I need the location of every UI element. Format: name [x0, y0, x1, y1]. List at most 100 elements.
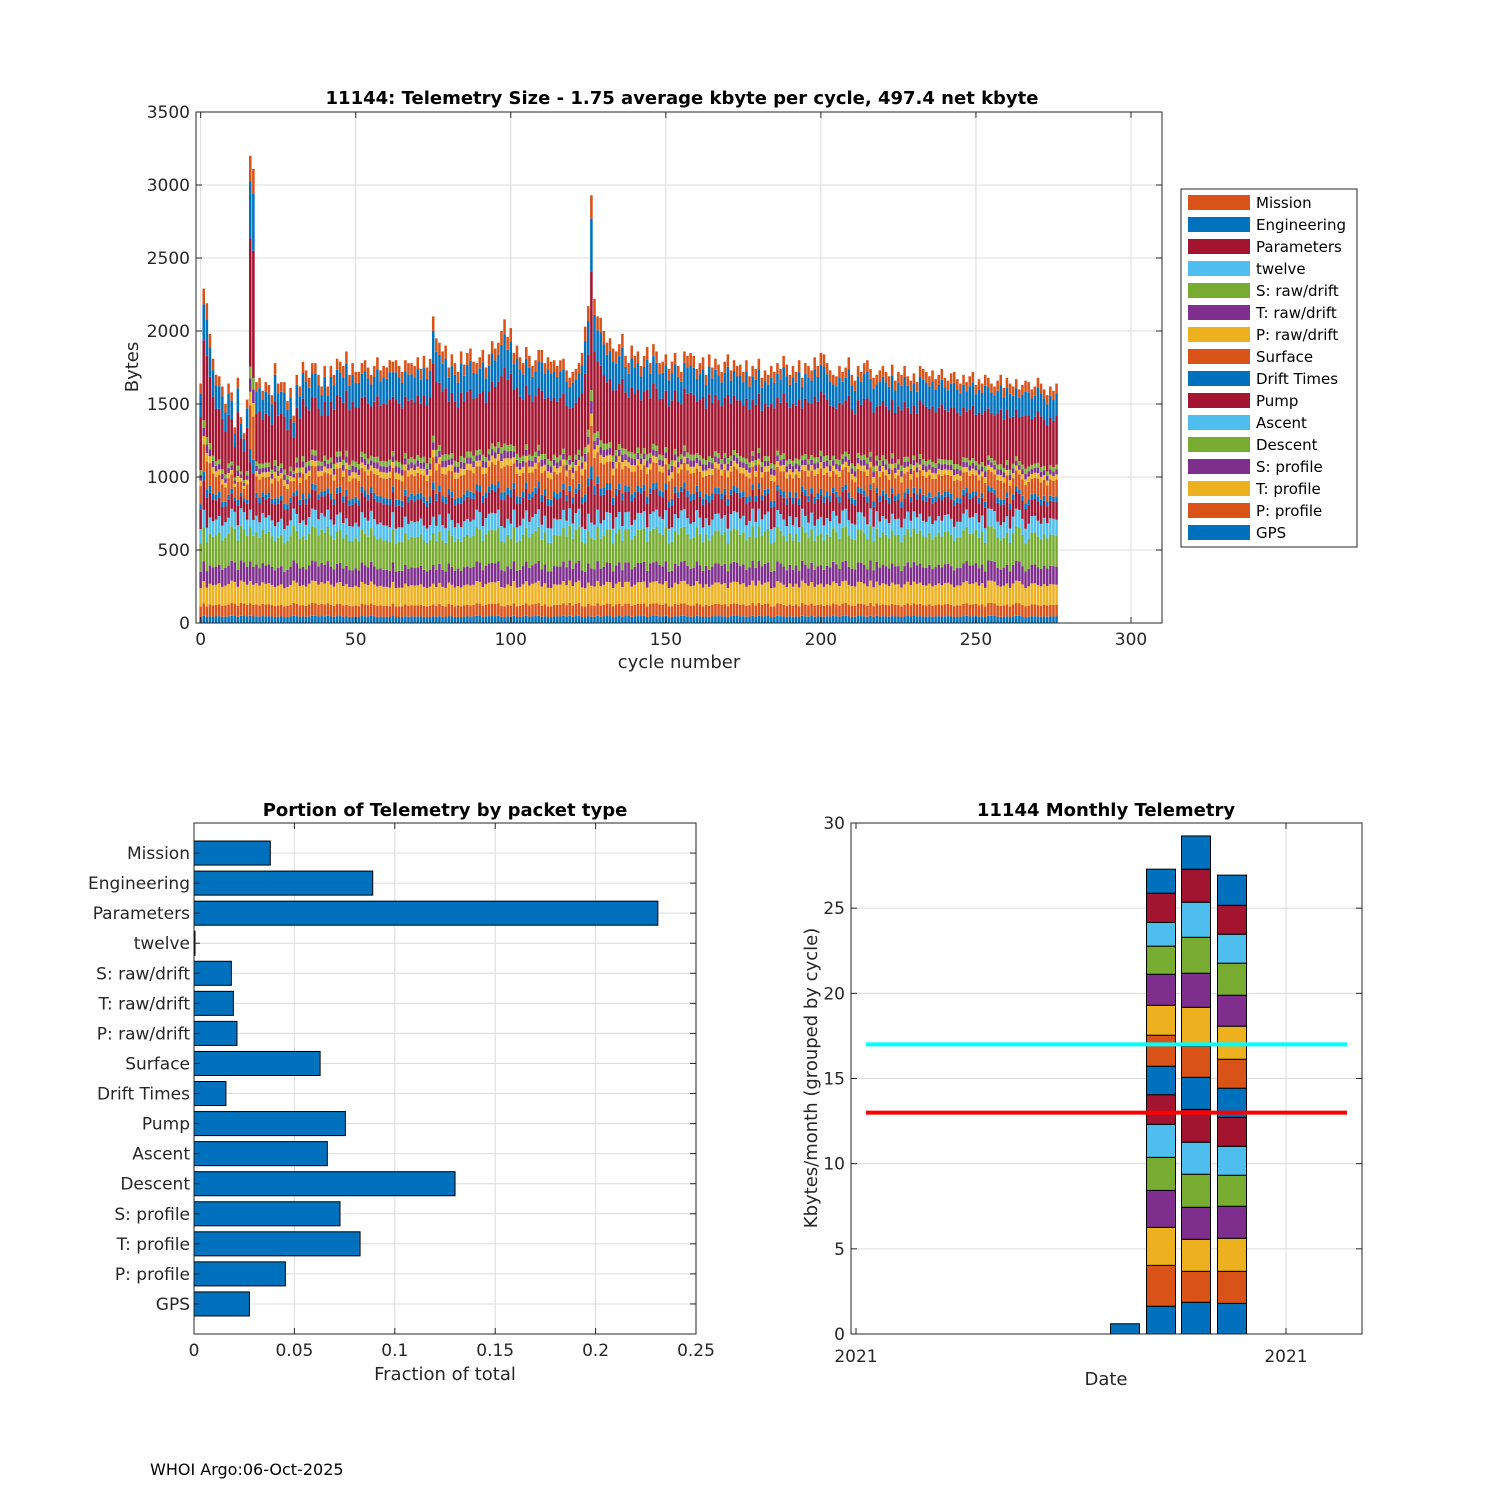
- bar-segment: [1036, 411, 1040, 463]
- bar-segment: [971, 604, 975, 617]
- bar-segment: [1002, 605, 1006, 617]
- legend-label: P: raw/drift: [1256, 326, 1338, 344]
- bar-segment: [388, 477, 392, 499]
- bar-segment: [788, 374, 792, 385]
- bar-segment: [531, 455, 534, 461]
- bar-segment: [552, 518, 556, 535]
- bar-segment: [236, 481, 240, 501]
- cycle-bar: [435, 338, 438, 623]
- bar-segment: [407, 400, 410, 459]
- bar-segment: [649, 582, 652, 604]
- bar-segment: [611, 571, 615, 589]
- bar-segment: [825, 399, 829, 456]
- bar-segment: [394, 466, 398, 473]
- bar-segment: [574, 513, 578, 531]
- bar-segment: [956, 585, 959, 606]
- cycle-bar: [872, 377, 875, 623]
- bar-segment: [273, 363, 277, 375]
- bar-segment: [475, 580, 478, 604]
- bar-segment: [503, 450, 506, 459]
- bar-segment: [639, 469, 643, 488]
- bar-segment: [673, 492, 677, 515]
- cycle-bar: [968, 376, 972, 623]
- bar-segment: [323, 583, 326, 605]
- cycle-bar: [859, 371, 863, 623]
- bar-segment: [841, 469, 844, 487]
- bar-segment: [261, 492, 264, 497]
- bar-segment: [596, 431, 599, 438]
- bar-segment: [943, 474, 947, 492]
- bar-segment: [276, 383, 280, 394]
- bar-segment: [444, 503, 447, 529]
- cycle-bar: [509, 328, 513, 623]
- bar-segment: [273, 498, 277, 505]
- bar-segment: [593, 586, 596, 606]
- bar-segment: [1030, 532, 1034, 565]
- bar-segment: [478, 357, 482, 369]
- bar-segment: [788, 583, 792, 605]
- legend-label: Parameters: [1256, 238, 1342, 256]
- bar-segment: [608, 582, 612, 604]
- bar-segment: [478, 466, 482, 486]
- bar-segment: [686, 534, 689, 566]
- bar-segment: [943, 459, 947, 465]
- bar-segment: [1146, 1065, 1176, 1096]
- bar-segment: [239, 423, 243, 439]
- bar-segment: [869, 484, 872, 490]
- bar-segment: [456, 605, 460, 617]
- bar-segment: [580, 468, 584, 476]
- bar-segment: [866, 371, 869, 399]
- bar-segment: [596, 561, 599, 581]
- bar-segment: [760, 472, 764, 478]
- bar-segment: [459, 616, 463, 623]
- bar-segment: [441, 454, 444, 461]
- bar-segment: [587, 563, 590, 583]
- bar-segment: [856, 492, 860, 513]
- bar-segment: [816, 366, 820, 377]
- bar-segment: [872, 587, 875, 607]
- bar-segment: [925, 466, 928, 472]
- bar-segment: [707, 461, 711, 469]
- bar-segment: [766, 456, 770, 461]
- bar-segment: [199, 417, 202, 471]
- cycle-bar: [512, 352, 516, 623]
- bar-segment: [782, 616, 785, 623]
- cycle-bar: [556, 366, 559, 623]
- bar-segment: [481, 495, 485, 503]
- bar-segment: [1217, 1058, 1247, 1089]
- bar-segment: [890, 582, 894, 604]
- bar-segment: [255, 492, 258, 498]
- bar-segment: [968, 465, 972, 471]
- bar-segment: [258, 568, 261, 586]
- bar-segment: [599, 454, 602, 463]
- bar-segment: [1014, 456, 1018, 461]
- bar-segment: [732, 449, 736, 456]
- bar-segment: [782, 394, 785, 454]
- bar-segment: [683, 615, 686, 623]
- bar-segment: [605, 483, 609, 490]
- bar-segment: [847, 465, 851, 473]
- bar-segment: [962, 513, 965, 531]
- bar-segment: [276, 567, 280, 586]
- bar-segment: [270, 616, 274, 623]
- bar-segment: [537, 615, 540, 623]
- bar-segment: [500, 344, 503, 377]
- bar-segment: [351, 363, 354, 375]
- bar-segment: [428, 605, 432, 617]
- bar-segment: [636, 452, 640, 460]
- bar-segment: [906, 615, 909, 623]
- bar-segment: [732, 455, 736, 461]
- cycle-bar: [636, 351, 640, 623]
- bar-segment: [565, 405, 568, 460]
- bar-segment: [521, 472, 525, 492]
- bar-segment: [317, 494, 320, 500]
- legend-label: Pump: [1256, 392, 1298, 410]
- bar-segment: [444, 617, 447, 623]
- bar-segment: [373, 492, 376, 499]
- bar-segment: [509, 328, 513, 343]
- bar-segment: [537, 580, 540, 604]
- bar-segment: [931, 539, 934, 570]
- bar-segment: [227, 383, 230, 394]
- bar-segment: [850, 605, 854, 617]
- bar-segment: [788, 564, 792, 584]
